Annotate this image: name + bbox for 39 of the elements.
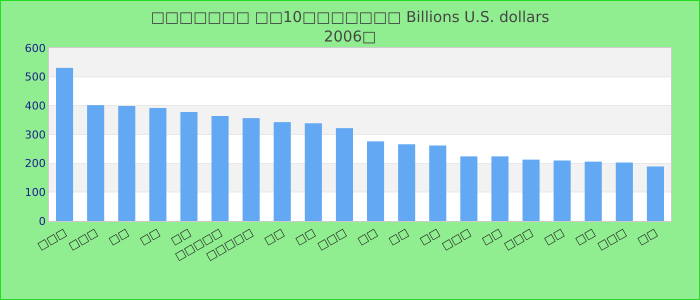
y-tick-label: 400 (24, 100, 46, 113)
bar (274, 122, 291, 221)
bar (646, 166, 664, 221)
x-tick-label: □□ (635, 226, 660, 248)
bar (491, 156, 508, 221)
bar (336, 128, 353, 221)
y-tick-label: 0 (38, 214, 46, 228)
y-tick-label: 200 (24, 157, 46, 170)
bar (118, 106, 136, 221)
bar (56, 68, 74, 221)
y-tick-label: 500 (24, 70, 46, 84)
y-tick-label: 100 (24, 186, 46, 200)
bar (149, 108, 166, 221)
bar (429, 145, 446, 221)
x-tick-label: □□ (138, 226, 162, 248)
x-tick-label: □□ (386, 226, 411, 248)
x-tick-label: □□ (542, 226, 566, 248)
y-tick-label: 600 (24, 42, 46, 55)
bar (616, 162, 633, 221)
bar (367, 141, 384, 221)
bar (522, 160, 540, 221)
bar (460, 156, 478, 221)
x-tick-label: □□ (106, 226, 131, 248)
x-tick-label: □□ (572, 226, 598, 248)
bar (584, 162, 602, 221)
bar (212, 116, 229, 221)
bar (554, 160, 571, 221)
bar (87, 105, 104, 221)
bar (398, 144, 416, 221)
bar (242, 118, 260, 221)
x-tick-label: □□ (293, 226, 318, 248)
chart-title: □□□□□□□ □□10□□□□□□□ Billions U.S. dollars 2006□ (150, 8, 550, 46)
x-tick-label: □□ (480, 226, 504, 248)
bar (304, 123, 322, 221)
y-tick-label: 300 (24, 128, 46, 142)
x-tick-label: □□ (262, 226, 286, 248)
x-tick-label: □□ (417, 226, 442, 248)
bar (180, 112, 198, 221)
x-tick-label: □□ (355, 226, 380, 248)
